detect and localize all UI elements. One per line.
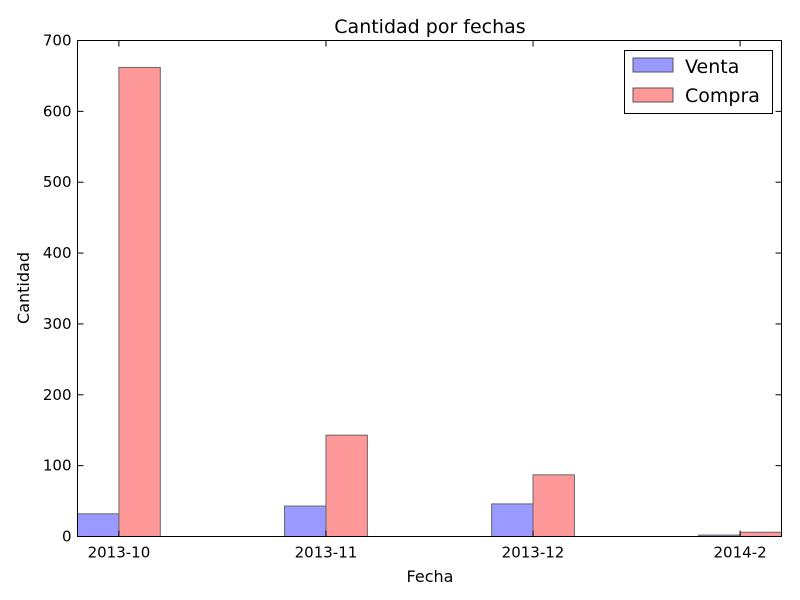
- plot-frame: [77, 40, 782, 537]
- bar-compra-2013-10: [118, 66, 161, 537]
- bar-venta-2013-10: [77, 513, 120, 538]
- y-tick-label: 400: [43, 244, 72, 262]
- x-tick-label: 2013-11: [295, 544, 358, 562]
- y-tick-label: 200: [43, 386, 72, 404]
- legend-label-venta: Venta: [685, 56, 739, 78]
- y-tick-label: 600: [43, 102, 72, 120]
- bar-compra-2013-12: [532, 474, 575, 537]
- bars-layer: [77, 66, 783, 538]
- bar-compra-2014-2: [739, 531, 783, 538]
- legend-label-compra: Compra: [685, 85, 760, 107]
- bar-venta-2013-12: [491, 503, 534, 537]
- y-tick-label: 700: [43, 32, 72, 50]
- legend-swatch-compra: [632, 87, 674, 103]
- y-tick-label: 300: [43, 315, 72, 333]
- x-tick-label: 2013-12: [502, 544, 565, 562]
- x-axis-label: Fecha: [407, 567, 454, 586]
- y-axis-label: Cantidad: [14, 252, 33, 324]
- x-tick-label: 2014-2: [714, 544, 767, 562]
- y-tick-label: 0: [62, 528, 72, 546]
- y-tick-label: 100: [43, 457, 72, 475]
- chart-title: Cantidad por fechas: [334, 16, 525, 38]
- legend-swatch-venta: [632, 57, 674, 73]
- x-tick-label: 2013-10: [88, 544, 151, 562]
- ticks-layer: 0 100 200 300 400 500 600 700 2013-10 2013-11 2013…: [43, 32, 782, 562]
- bar-compra-2013-11: [325, 434, 368, 537]
- y-tick-label: 500: [43, 173, 72, 191]
- bar-venta-2013-11: [284, 505, 327, 538]
- legend: Venta Compra: [624, 50, 773, 114]
